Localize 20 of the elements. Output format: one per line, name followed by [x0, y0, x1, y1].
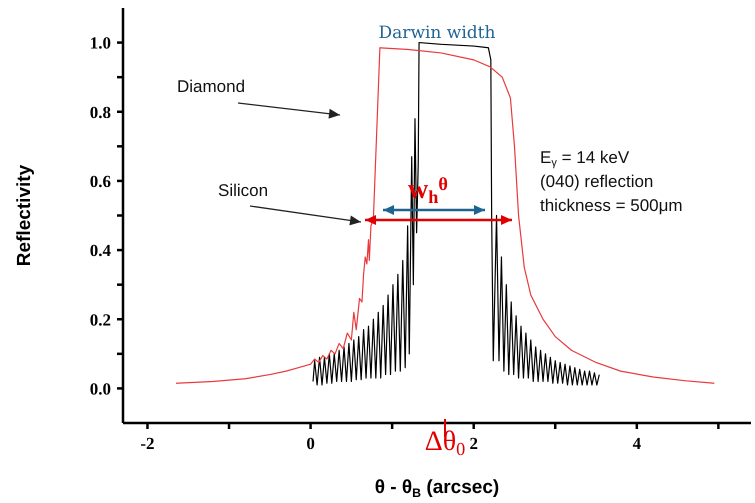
x-tick-label: 0	[306, 434, 315, 453]
y-tick-label: 0.2	[90, 310, 111, 330]
annotation: thickness = 500μm	[540, 196, 683, 215]
y-axis-title: Reflectivity	[14, 164, 35, 266]
x-tick-label: -2	[140, 434, 155, 453]
line-series	[175, 47, 715, 384]
annotation: Darwin width	[378, 23, 496, 43]
annotation: E$_{γ}$ = 14 keV	[540, 148, 630, 170]
text: Silicon	[218, 181, 268, 200]
y-tick-label: 0.4	[90, 241, 112, 260]
annotation: (040) reflection	[540, 172, 654, 191]
x-axis-title: θ - θ$_{B}$ (arcsec)	[374, 477, 500, 500]
y-tick-label: 1.0	[90, 34, 111, 53]
x-tick-label: 2	[469, 434, 478, 453]
x-tick-label: 4	[632, 434, 642, 453]
y-tick-label: 0.6	[90, 172, 111, 191]
y-tick-label: 0.8	[90, 102, 111, 122]
y-tick-label: 0.0	[90, 379, 111, 398]
text: Δθ$_{0}$	[424, 426, 466, 460]
text: Diamond	[177, 77, 246, 96]
